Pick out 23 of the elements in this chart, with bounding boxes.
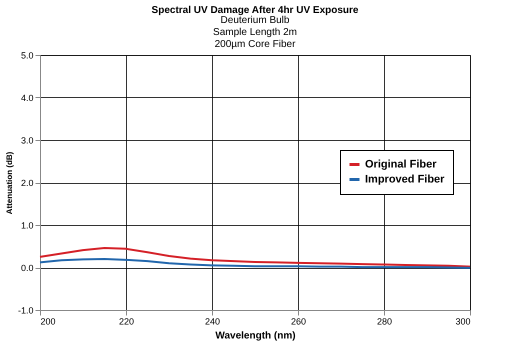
- legend-label: Improved Fiber: [365, 174, 446, 186]
- y-tick-label: 0.0: [20, 263, 34, 273]
- x-tick-label: 220: [118, 316, 134, 326]
- x-axis-title: Wavelength (nm): [215, 330, 296, 342]
- x-tick-label: 300: [455, 316, 470, 326]
- line-series: [39, 246, 471, 268]
- text: 200µm Core Fiber: [214, 39, 296, 50]
- x-tick-label: 240: [204, 316, 220, 326]
- x-tick-label: 260: [290, 316, 306, 326]
- y-tick-label: 4.0: [20, 93, 34, 103]
- text: Deuterium Bulb: [220, 15, 290, 26]
- y-axis-title: Attenuation (dB): [4, 151, 14, 214]
- y-tick-label: 3.0: [20, 136, 34, 146]
- y-tick-label: 2.0: [20, 178, 34, 188]
- x-tick-label: 200: [40, 316, 56, 326]
- legend-label: Original Fiber: [365, 158, 438, 170]
- text: Sample Length 2m: [213, 27, 297, 38]
- line-series: [39, 258, 471, 269]
- y-tick-label: 1.0: [20, 220, 34, 230]
- x-tick-label: 280: [376, 316, 392, 326]
- y-tick-label: 5.0: [20, 50, 34, 60]
- y-tick-label: -1.0: [18, 306, 34, 316]
- chart-title: Spectral UV Damage After 4hr UV Exposure: [152, 5, 359, 16]
